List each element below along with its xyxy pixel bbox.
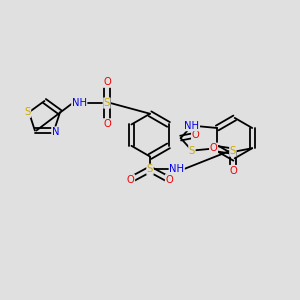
- Text: S: S: [104, 98, 110, 108]
- Text: O: O: [210, 143, 218, 153]
- Text: S: S: [147, 164, 153, 174]
- Text: O: O: [165, 175, 173, 185]
- Text: O: O: [103, 119, 111, 129]
- Text: O: O: [192, 130, 200, 140]
- Text: NH: NH: [72, 98, 87, 108]
- Text: NH: NH: [184, 121, 200, 130]
- Text: O: O: [229, 166, 237, 176]
- Text: N: N: [52, 127, 59, 137]
- Text: S: S: [189, 146, 195, 156]
- Text: O: O: [103, 77, 111, 87]
- Text: NH: NH: [169, 164, 184, 174]
- Text: S: S: [230, 146, 236, 156]
- Text: S: S: [24, 107, 31, 117]
- Text: O: O: [127, 175, 135, 185]
